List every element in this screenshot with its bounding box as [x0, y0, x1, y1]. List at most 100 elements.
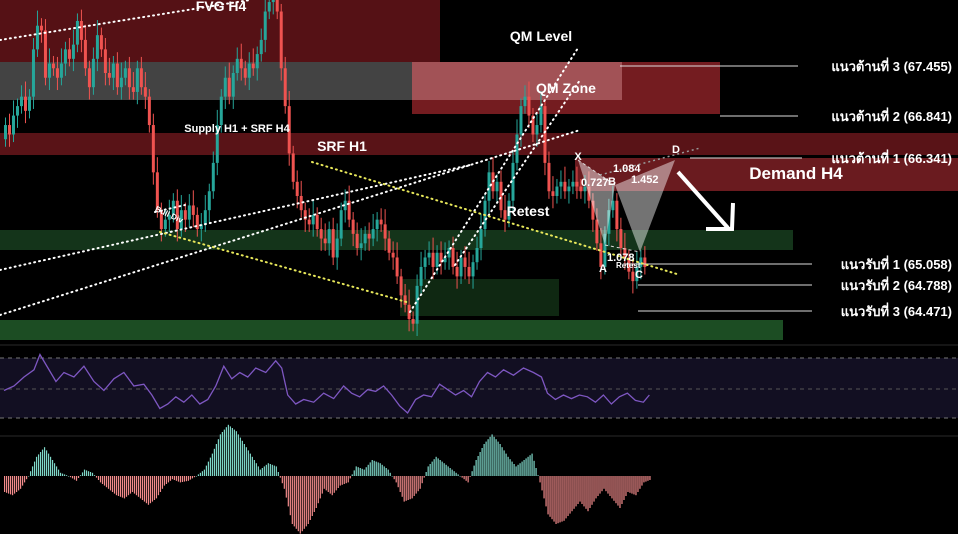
- candle-body: [47, 63, 51, 78]
- candle-body: [67, 49, 71, 59]
- macd-bar: [299, 476, 301, 534]
- macd-bar: [439, 460, 441, 476]
- candle-body: [147, 96, 151, 126]
- candle-body: [115, 63, 119, 88]
- macd-bar: [339, 476, 341, 486]
- macd-bar: [141, 476, 144, 500]
- macd-bar: [599, 476, 601, 494]
- macd-bar: [55, 466, 58, 476]
- level-label: แนวรับที่ 2 (64.788): [841, 276, 952, 293]
- rsi-line: [3, 353, 650, 415]
- macd-bar: [477, 456, 479, 476]
- macd-bar: [313, 476, 315, 512]
- candle-body: [383, 224, 387, 239]
- candle-body: [135, 68, 139, 92]
- macd-bar: [399, 476, 401, 492]
- macd-bar: [343, 476, 345, 484]
- macd-bar: [533, 460, 535, 476]
- macd-bar: [393, 476, 395, 480]
- candle-body: [523, 96, 527, 107]
- macd-bar: [85, 470, 88, 476]
- macd-bar: [493, 436, 495, 476]
- macd-bar: [539, 476, 541, 483]
- candle-body: [319, 229, 323, 239]
- macd-bar: [461, 476, 463, 478]
- candle-body: [615, 200, 619, 230]
- macd-bar: [375, 461, 377, 476]
- macd-bar: [53, 463, 56, 476]
- macd-bar: [389, 472, 391, 476]
- macd-bar: [311, 476, 313, 516]
- macd-bar: [561, 476, 563, 522]
- candle-body: [355, 233, 359, 249]
- macd-bar: [133, 476, 136, 494]
- candle-body: [239, 58, 243, 69]
- candle-body: [103, 49, 107, 74]
- macd-bar: [37, 454, 40, 476]
- candle-body: [587, 186, 591, 201]
- macd-bar: [629, 476, 631, 493]
- candle-body: [267, 2, 271, 12]
- macd-bar: [123, 476, 126, 499]
- macd-bar: [145, 476, 148, 504]
- macd-bar: [407, 476, 409, 500]
- macd-bar: [551, 476, 553, 520]
- candle-body: [207, 191, 211, 211]
- macd-bar: [469, 476, 471, 477]
- macd-bar: [205, 465, 207, 476]
- candle-body: [395, 257, 399, 277]
- macd-bar: [107, 476, 110, 489]
- macd-bar: [521, 461, 523, 476]
- macd-bar: [61, 473, 64, 476]
- macd-bar: [49, 456, 52, 476]
- candle-body: [51, 63, 55, 69]
- macd-bar: [489, 436, 491, 476]
- candle-body: [219, 96, 223, 126]
- macd-bar: [305, 476, 307, 527]
- candle-body: [519, 106, 523, 135]
- candle-body: [223, 77, 227, 97]
- macd-bar: [221, 432, 223, 476]
- candle-body: [403, 295, 407, 305]
- macd-bar: [135, 476, 138, 496]
- macd-bar: [181, 476, 184, 482]
- macd-bar: [503, 450, 505, 476]
- macd-bar: [129, 476, 132, 494]
- macd-bar: [597, 476, 599, 496]
- level-label: แนวต้านที่ 2 (66.841): [831, 107, 952, 124]
- macd-bar: [619, 476, 621, 508]
- macd-bar: [91, 472, 94, 476]
- harmonic-point-c: C: [635, 269, 643, 281]
- macd-bar: [359, 468, 361, 476]
- macd-bar: [537, 475, 539, 476]
- candle-body: [251, 63, 255, 69]
- candle-body: [339, 210, 343, 239]
- macd-bar: [625, 476, 627, 496]
- macd-bar: [547, 476, 549, 515]
- macd-bar: [465, 476, 467, 481]
- demand-h4-zone: [575, 158, 958, 191]
- rsi-band: [0, 358, 958, 418]
- macd-bar: [455, 472, 457, 476]
- candle-body: [443, 257, 447, 263]
- demand-zone-upper: [0, 230, 793, 250]
- label-retest: Retest: [507, 203, 550, 219]
- macd-bar: [87, 471, 90, 476]
- macd-bar: [77, 476, 80, 478]
- macd-bar: [383, 466, 385, 476]
- macd-bar: [25, 476, 28, 480]
- macd-bar: [467, 476, 469, 483]
- candle-body: [271, 0, 275, 3]
- candle-body: [171, 200, 175, 215]
- macd-bar: [105, 476, 108, 488]
- macd-bar: [497, 441, 499, 476]
- macd-bar: [59, 472, 62, 476]
- candle-body: [467, 266, 471, 277]
- macd-bar: [259, 469, 261, 476]
- macd-bar: [293, 476, 295, 527]
- candle-body: [315, 214, 319, 230]
- candle-body: [359, 243, 363, 249]
- candle-body: [35, 25, 39, 50]
- candle-body: [591, 200, 595, 220]
- macd-bar: [535, 468, 537, 476]
